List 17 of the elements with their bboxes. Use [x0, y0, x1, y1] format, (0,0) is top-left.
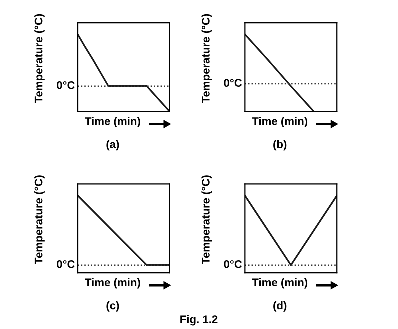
- y-axis-title: Temperature (°C): [34, 176, 45, 264]
- y-axis-title: Temperature (°C): [202, 14, 212, 104]
- y-axis-title: Temperature (°C): [34, 14, 45, 104]
- ref-line-label: 0°C: [224, 260, 242, 268]
- text: (b): [274, 140, 287, 151]
- ref-line-label: 0°C: [57, 81, 75, 90]
- text: (a): [106, 140, 120, 151]
- x-axis-title: Time (min): [85, 278, 140, 289]
- x-axis-title: Time (min): [252, 117, 308, 128]
- text: (c): [106, 301, 120, 312]
- y-axis-title: Temperature (°C): [202, 176, 212, 264]
- caption: Fig. 1.2: [180, 315, 218, 326]
- ref-line-label: 0°C: [224, 79, 242, 88]
- text: (d): [274, 301, 287, 312]
- x-axis-title: Time (min): [85, 117, 140, 128]
- x-axis-title: Time (min): [252, 278, 308, 289]
- ref-line-label: 0°C: [57, 260, 75, 268]
